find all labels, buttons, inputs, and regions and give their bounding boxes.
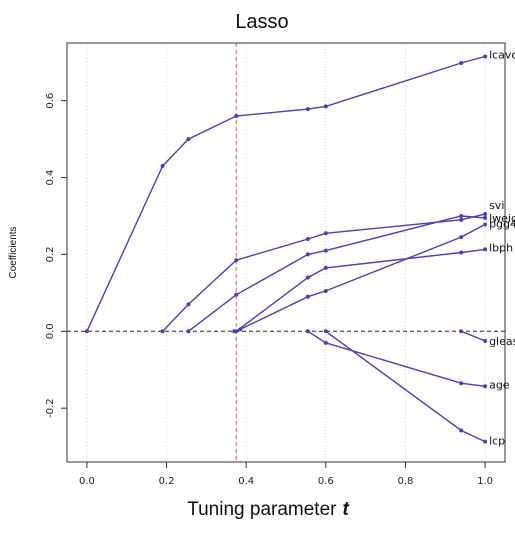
- series-point-lcp-1: [459, 428, 464, 433]
- series-point-lcavol-3: [234, 114, 239, 119]
- series-point-age-2: [459, 381, 464, 386]
- series-line-lcavol: [86, 55, 486, 332]
- y-tick-label-4: 0.6: [45, 93, 56, 109]
- series-point-lweight-4: [459, 213, 464, 218]
- plot-layer: 0.0 0.2 0.4 0.6 0.8 1.0 -0.2 0.0 0.2 0.4 0.6 lcavol…: [45, 42, 515, 487]
- series-label-gleason: gleason: [489, 335, 515, 348]
- y-tick-label-2: 0.2: [45, 246, 56, 262]
- series-point-svi-2: [234, 258, 239, 263]
- y-axis-label: Coefficients: [8, 226, 19, 278]
- y-tick-label-1: 0.0: [45, 323, 56, 339]
- x-axis-label-symbol: t: [342, 499, 349, 520]
- series-point-lcp-2: [483, 439, 488, 444]
- series-line-age: [307, 330, 486, 387]
- series-point-age-1: [323, 340, 328, 345]
- x-axis-label: Tuning parameter t: [187, 499, 349, 520]
- series-label-svi: svi: [489, 199, 504, 212]
- series-point-svi-6: [483, 212, 488, 217]
- series-point-age-0: [305, 329, 310, 334]
- series-label-lcavol: lcavol: [489, 48, 515, 61]
- series-point-lcavol-2: [186, 137, 191, 142]
- x-tick-label-2: 0.4: [238, 476, 254, 487]
- x-tick-label-5: 1.0: [477, 476, 493, 487]
- x-tick-label-0: 0.0: [79, 476, 95, 487]
- series-line-lweight: [187, 215, 486, 332]
- series-line-lcp: [325, 330, 486, 443]
- series-point-svi-1: [186, 302, 191, 307]
- series-point-lweight-5: [483, 215, 488, 220]
- series-point-age-3: [483, 384, 488, 389]
- series-point-pgg45-5: [483, 222, 488, 227]
- series-point-svi-0: [160, 329, 165, 334]
- x-tick-label-3: 0.6: [318, 476, 334, 487]
- plot-frame: [66, 42, 506, 463]
- series-point-gleason-1: [483, 338, 488, 343]
- series-point-lcavol-0: [84, 329, 89, 334]
- series-point-lbph-2: [323, 265, 328, 270]
- x-axis-label-text: Tuning parameter: [187, 499, 337, 520]
- series-point-pgg45-2: [305, 294, 310, 299]
- series-point-pgg45-3: [323, 288, 328, 293]
- series-line-pgg45: [233, 223, 486, 332]
- y-tick-label-3: 0.4: [45, 170, 56, 186]
- series-point-lbph-0: [234, 329, 239, 334]
- x-tick-label-4: 0.8: [398, 476, 414, 487]
- series-point-svi-5: [459, 217, 464, 222]
- series-point-svi-3: [305, 237, 310, 242]
- series-point-pgg45-4: [459, 235, 464, 240]
- series-point-lbph-4: [483, 247, 488, 252]
- series-line-lbph: [235, 248, 486, 332]
- series-point-lcavol-1: [160, 164, 165, 169]
- series-point-svi-4: [323, 231, 328, 236]
- series-label-age: age: [489, 378, 510, 391]
- y-tick-label-0: -0.2: [45, 398, 56, 418]
- series-point-lweight-0: [186, 329, 191, 334]
- series-label-lweight: lweight: [489, 212, 515, 225]
- series-point-lweight-2: [305, 252, 310, 257]
- series-point-lcavol-6: [459, 60, 464, 65]
- series-point-gleason-0: [459, 329, 464, 334]
- series-point-lcp-0: [323, 329, 328, 334]
- series-label-lbph: lbph: [489, 241, 513, 254]
- series-line-gleason: [460, 330, 486, 342]
- series-point-lbph-1: [305, 275, 310, 280]
- x-tick-label-1: 0.2: [159, 476, 175, 487]
- series-point-lcavol-4: [305, 107, 310, 112]
- chart-title: Lasso: [235, 11, 288, 33]
- series-point-lcavol-7: [483, 54, 488, 59]
- series-point-lweight-1: [234, 292, 239, 297]
- series-point-lcavol-5: [323, 104, 328, 109]
- series-label-lcp: lcp: [489, 435, 505, 448]
- series-point-lweight-3: [323, 248, 328, 253]
- series-label-pgg45: pgg45: [489, 217, 515, 230]
- series-point-lbph-3: [459, 250, 464, 255]
